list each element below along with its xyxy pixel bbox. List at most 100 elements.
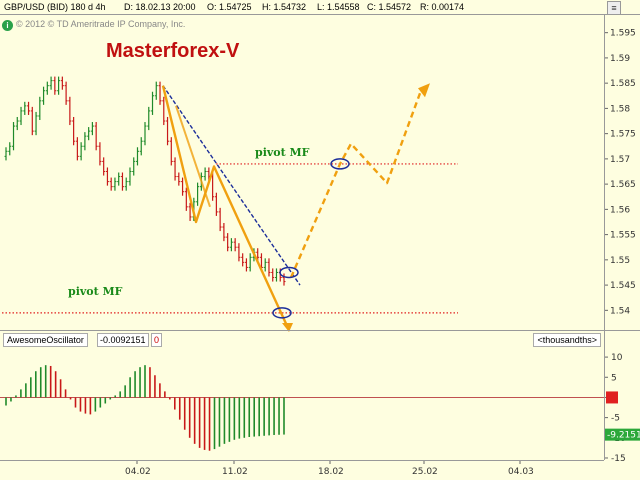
- price-bar: [158, 81, 162, 105]
- price-bar: [68, 96, 72, 126]
- price-bar: [23, 101, 27, 115]
- price-bar: [113, 177, 117, 191]
- price-tick-label: 1.545: [610, 281, 636, 291]
- price-bar: [79, 142, 83, 161]
- price-tick-label: 1.58: [610, 104, 630, 114]
- forecast-path: [289, 92, 422, 278]
- price-bar: [105, 167, 109, 186]
- info-icon[interactable]: i: [2, 20, 13, 31]
- indicator-header: AwesomeOscillator -0.0092151 0 <thousand…: [0, 332, 604, 347]
- price-bar: [83, 132, 87, 151]
- price-bar: [244, 258, 248, 272]
- price-bar: [241, 253, 245, 267]
- price-bar: [147, 106, 151, 131]
- price-bar: [248, 253, 252, 272]
- date-tick-label: 04.03: [508, 467, 534, 477]
- price-tick-label: 1.55: [610, 256, 630, 266]
- quote-info-bar: GBP/USD (BID) 180 d 4h D: 18.02.13 20:00…: [0, 0, 640, 15]
- price-bar: [226, 233, 230, 252]
- price-bar: [49, 76, 53, 90]
- date-tick-label: 25.02: [412, 467, 438, 477]
- symbol-label: GBP/USD (BID) 180 d 4h: [4, 2, 106, 12]
- osc-last-value-box: [605, 428, 640, 441]
- osc-last-value: -9.2151: [607, 431, 640, 441]
- price-bar: [75, 137, 79, 161]
- close-label: C: 1.54572: [367, 2, 412, 12]
- price-bar: [72, 116, 76, 146]
- price-bar: [117, 172, 121, 186]
- wave-path-alt: [175, 105, 211, 208]
- price-tick-label: 1.57: [610, 155, 630, 165]
- date-tick-label: 18.02: [318, 467, 344, 477]
- osc-tick-label: 10: [611, 353, 623, 363]
- osc-zero-marker: [606, 391, 618, 404]
- pivot-label-upper: pivot MF: [255, 146, 310, 159]
- price-bar: [237, 243, 241, 262]
- price-bar: [94, 122, 98, 151]
- price-panel: 1.54 1.545 1.55 1.555 1.56 1.565 1.57 1.575 1.58…: [2, 29, 636, 332]
- price-bar: [263, 258, 267, 272]
- price-bar: [8, 142, 12, 156]
- price-bar: [60, 76, 64, 90]
- price-bar: [184, 187, 188, 211]
- price-bar: [169, 137, 173, 166]
- price-bar: [98, 142, 102, 166]
- price-bar: [229, 238, 233, 252]
- price-bar: [162, 96, 166, 126]
- forecast-arrowhead: [418, 83, 430, 98]
- price-bar: [42, 86, 46, 105]
- price-bar: [4, 147, 8, 161]
- price-bar: [154, 81, 158, 100]
- price-bar: [87, 127, 91, 141]
- price-bar: [90, 122, 94, 136]
- range-label: R: 0.00174: [420, 2, 465, 12]
- price-bar: [214, 192, 218, 216]
- price-tick-label: 1.59: [610, 54, 630, 64]
- low-label: L: 1.54558: [317, 2, 360, 12]
- price-bar: [181, 177, 185, 196]
- price-bar: [282, 273, 286, 286]
- price-tick-label: 1.565: [610, 180, 636, 190]
- date-axis: 04.02 11.02 18.02 25.02 04.03: [125, 460, 534, 477]
- indicator-name-button[interactable]: AwesomeOscillator: [3, 333, 88, 347]
- indicator-mode[interactable]: 0: [151, 333, 163, 347]
- price-tick-label: 1.585: [610, 79, 636, 89]
- price-bar: [102, 157, 106, 176]
- price-bar: [45, 81, 49, 95]
- price-bar: [166, 116, 170, 146]
- date-tick-label: 04.02: [125, 467, 151, 477]
- price-bar: [12, 122, 16, 151]
- price-bar: [19, 106, 23, 126]
- price-tick-label: 1.555: [610, 231, 636, 241]
- price-bar: [222, 222, 226, 242]
- price-bar: [173, 157, 177, 181]
- price-bar: [143, 122, 147, 146]
- brand-title: Masterforex-V: [106, 40, 240, 62]
- price-bar: [274, 268, 278, 282]
- price-tick-label: 1.56: [610, 205, 630, 215]
- price-bar: [120, 172, 124, 191]
- wave-arrowhead: [282, 322, 293, 332]
- highlight-ellipse: [279, 266, 299, 279]
- date-label: D: 18.02.13 20:00: [124, 2, 196, 12]
- price-bar: [135, 147, 139, 166]
- price-tick-label: 1.595: [610, 29, 636, 39]
- price-bar: [203, 167, 207, 181]
- price-bar: [267, 258, 271, 277]
- price-bar: [188, 202, 192, 221]
- open-label: O: 1.54725: [207, 2, 252, 12]
- price-bar: [128, 167, 132, 186]
- price-bar: [53, 76, 57, 95]
- oscillator-panel: 1050-5-10-15-9.2151: [0, 353, 640, 464]
- indicator-units: <thousandths>: [533, 333, 601, 347]
- pivot-label-lower: pivot MF: [68, 285, 123, 298]
- price-bar: [109, 177, 113, 191]
- price-bar: [34, 111, 38, 136]
- price-bar: [151, 91, 155, 115]
- price-tick-label: 1.54: [610, 306, 630, 316]
- high-label: H: 1.54732: [262, 2, 307, 12]
- highlight-ellipse: [330, 158, 350, 170]
- price-bar: [38, 96, 42, 121]
- price-bar: [27, 101, 31, 115]
